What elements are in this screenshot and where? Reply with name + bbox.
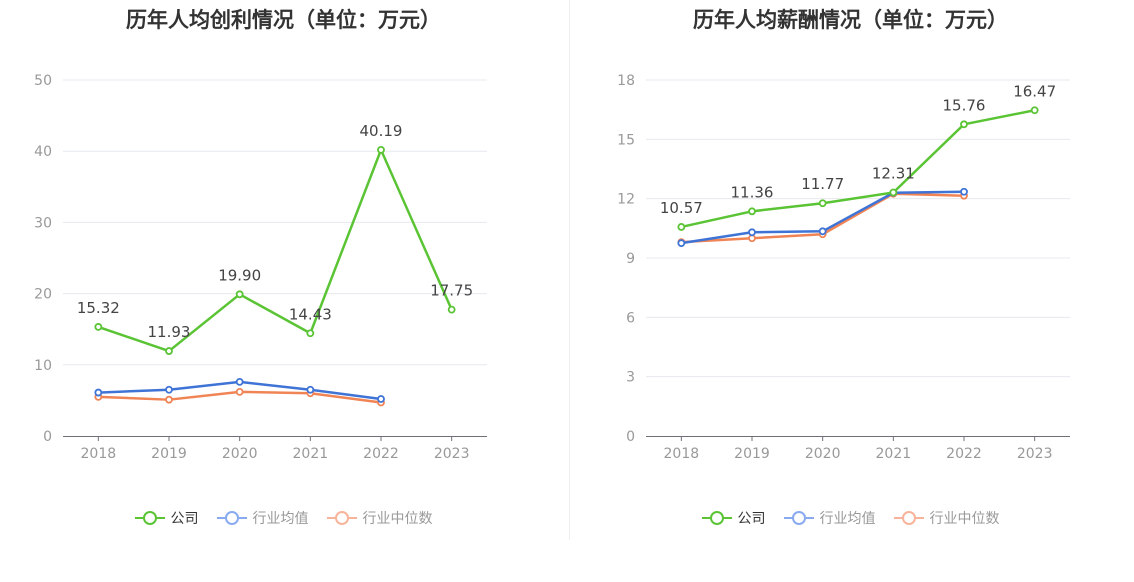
data-point — [165, 385, 173, 394]
y-tick-label: 18 — [617, 73, 635, 89]
data-point — [235, 387, 244, 396]
legend-item-industry-mean[interactable]: 行业均值 — [216, 508, 309, 528]
data-point — [165, 347, 173, 355]
data-point — [960, 120, 968, 129]
legend: 公司 行业均值 行业中位数 — [567, 508, 1134, 528]
x-tick-label: 2020 — [805, 446, 841, 462]
legend-item-company[interactable]: 公司 — [134, 508, 199, 528]
data-label: 16.47 — [1013, 82, 1056, 100]
data-point — [377, 395, 385, 403]
data-point — [306, 385, 315, 394]
x-tick-label: 2018 — [81, 446, 117, 462]
legend: 公司 行业均值 行业中位数 — [0, 508, 567, 528]
data-label: 14.43 — [289, 305, 332, 323]
data-label: 17.75 — [430, 282, 473, 300]
data-point — [377, 145, 385, 154]
chart-title: 历年人均薪酬情况（单位：万元） — [693, 8, 1008, 32]
data-label: 19.90 — [218, 266, 261, 284]
series-line — [97, 148, 453, 353]
legend-line-icon — [893, 511, 924, 525]
y-tick-label: 12 — [617, 192, 635, 208]
x-tick-label: 2020 — [222, 446, 258, 462]
legend-label: 行业中位数 — [929, 511, 1000, 527]
legend-item-company[interactable]: 公司 — [701, 508, 766, 528]
data-point — [306, 329, 315, 338]
panel-divider — [569, 0, 570, 540]
x-tick-label: 2019 — [734, 446, 770, 462]
data-label: 10.57 — [660, 199, 703, 217]
y-tick-label: 50 — [34, 73, 52, 89]
x-tick-label: 2021 — [293, 446, 329, 462]
x-tick-label: 2022 — [946, 446, 982, 462]
data-label: 11.36 — [731, 183, 774, 201]
legend-line-icon — [701, 511, 732, 525]
x-tick-label: 2019 — [151, 446, 187, 462]
data-label: 15.76 — [943, 96, 986, 114]
legend-label: 行业中位数 — [362, 511, 433, 527]
data-point — [748, 207, 756, 216]
data-point — [165, 395, 173, 404]
y-tick-label: 0 — [43, 429, 52, 445]
data-point — [235, 377, 244, 386]
legend-line-icon — [216, 511, 247, 525]
data-label: 40.19 — [360, 122, 403, 140]
y-tick-label: 6 — [626, 310, 635, 326]
y-tick-label: 30 — [34, 215, 52, 231]
legend-label: 公司 — [170, 511, 199, 527]
series-line — [681, 109, 1035, 229]
data-point — [94, 388, 103, 397]
data-label: 15.32 — [77, 299, 120, 317]
x-tick-label: 2021 — [876, 446, 912, 462]
x-tick-label: 2023 — [1017, 446, 1053, 462]
chart-plot-profit: 0 10 20 30 40 50 2018 2019 2020 2021 2022 2023 15.32… — [34, 73, 487, 462]
data-point — [1030, 106, 1039, 115]
data-point — [447, 305, 456, 314]
data-point — [960, 187, 968, 196]
y-tick-label: 0 — [626, 429, 635, 445]
legend-label: 公司 — [737, 511, 766, 527]
x-tick-label: 2022 — [363, 446, 399, 462]
data-label: 11.93 — [148, 323, 191, 341]
legend-label: 行业均值 — [252, 511, 309, 527]
data-point — [677, 239, 686, 248]
chart-panel-profit: 历年人均创利情况（单位：万元） 0 10 20 30 40 50 2018 2019 2020 2… — [0, 8, 567, 528]
legend-item-industry-mean[interactable]: 行业均值 — [783, 508, 876, 528]
y-tick-label: 40 — [34, 144, 52, 160]
legend-label: 行业均值 — [819, 511, 876, 527]
data-point — [748, 228, 756, 237]
data-point — [94, 323, 103, 331]
x-tick-label: 2018 — [664, 446, 700, 462]
chart-panel-salary: 历年人均薪酬情况（单位：万元） 0 3 6 9 12 15 18 2018 2019 2020 20… — [567, 0, 1134, 582]
data-label: 12.31 — [872, 165, 915, 183]
y-tick-label: 20 — [34, 287, 52, 303]
chart-plot-salary: 0 3 6 9 12 15 18 2018 2019 2020 2021 2022 2023 10.57 1… — [617, 73, 1070, 462]
legend-line-icon — [326, 511, 357, 525]
y-tick-label: 9 — [626, 251, 635, 267]
y-tick-label: 15 — [617, 132, 635, 148]
legend-item-industry-median[interactable]: 行业中位数 — [893, 508, 1000, 528]
x-tick-label: 2023 — [434, 446, 470, 462]
data-point — [677, 223, 686, 231]
legend-line-icon — [783, 511, 814, 525]
legend-line-icon — [134, 511, 165, 525]
data-point — [818, 199, 827, 208]
chart-title: 历年人均创利情况（单位：万元） — [126, 8, 441, 32]
y-tick-label: 10 — [34, 358, 52, 374]
data-point — [889, 188, 898, 197]
data-label: 11.77 — [801, 175, 844, 193]
y-tick-label: 3 — [626, 370, 635, 386]
data-point — [235, 290, 244, 299]
legend-item-industry-median[interactable]: 行业中位数 — [326, 508, 433, 528]
data-point — [818, 227, 827, 236]
